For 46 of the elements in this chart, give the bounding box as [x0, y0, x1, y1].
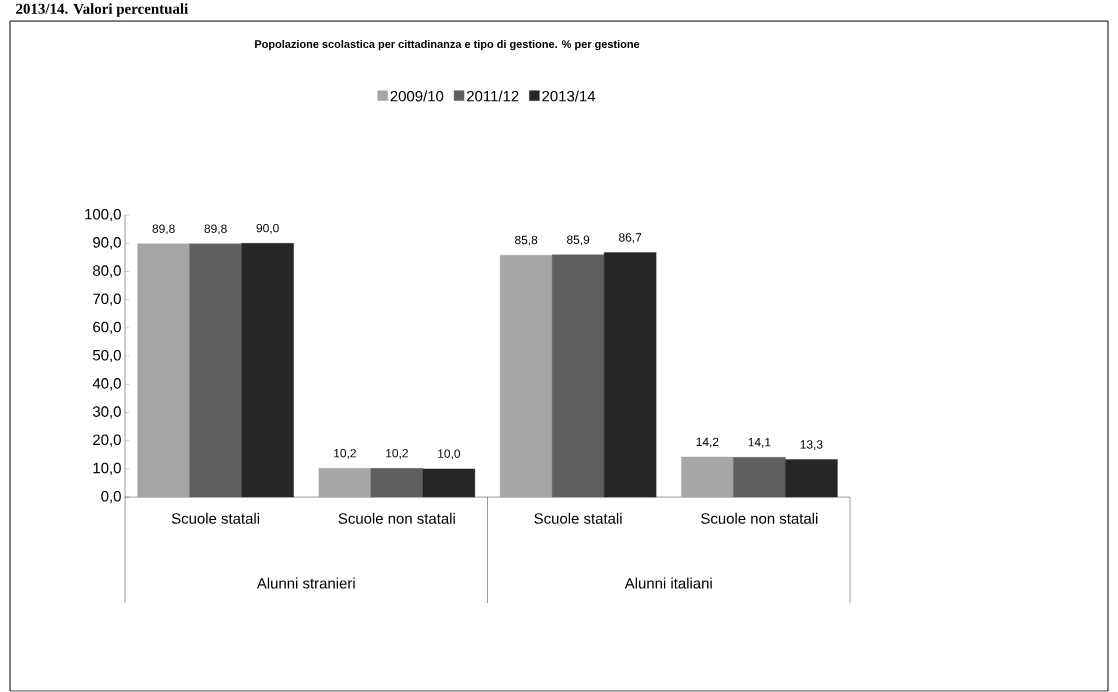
data-label: 89,8 [204, 224, 227, 235]
x-tick-label: Scuole statali [171, 513, 260, 525]
bar [785, 459, 838, 498]
bar [370, 468, 424, 498]
y-tick-label: 20,0 [93, 434, 121, 448]
y-tick-label: 10,0 [93, 462, 121, 476]
y-tick-label: 60,0 [93, 321, 121, 335]
data-label: 90,0 [256, 224, 279, 234]
data-label: 13,3 [800, 440, 823, 451]
y-tick-label: 90,0 [93, 237, 121, 250]
bar [189, 243, 242, 498]
data-label: 10,2 [334, 449, 356, 460]
text: Alunni stranieri [256, 577, 355, 589]
legend-label: 2011/12 [467, 90, 519, 102]
y-tick-label: 40,0 [92, 378, 121, 391]
data-label: 14,1 [748, 438, 771, 449]
bar [137, 243, 190, 498]
y-tick-label: 50,0 [92, 350, 121, 363]
data-label: 85,9 [567, 235, 590, 246]
data-label: 10,2 [386, 449, 408, 460]
data-label: 89,8 [152, 224, 175, 235]
bar [318, 468, 372, 498]
bar [681, 457, 734, 498]
text: Alunni italiani [624, 577, 712, 589]
x-tick-label: Scuole non statali [701, 513, 818, 525]
x-tick-label: Scuole statali [534, 513, 622, 525]
legend-label: 2009/10 [390, 90, 444, 102]
y-tick-label: 100,0 [85, 209, 121, 222]
data-label: 86,7 [619, 233, 642, 244]
bar [241, 243, 294, 498]
bar [551, 254, 605, 498]
bar [499, 255, 553, 498]
y-tick-label: 30,0 [92, 406, 121, 419]
legend-label: 2013/14 [542, 90, 596, 102]
data-label: 10,0 [438, 449, 461, 460]
data-label: 14,2 [696, 437, 719, 448]
bar [603, 252, 657, 498]
bar [733, 457, 786, 498]
y-tick-label: 80,0 [93, 265, 121, 278]
y-tick-label: 70,0 [93, 293, 121, 307]
x-tick-label: Scuole non statali [338, 513, 455, 525]
bar [422, 468, 476, 498]
chart-title: Popolazione scolastica per cittadinanza e tipo di gestione. % per gestione [255, 40, 640, 51]
data-label: 85,8 [515, 235, 538, 246]
text: 2013/14. Valori percentuali [16, 3, 189, 18]
y-tick-label: 0,0 [101, 491, 121, 504]
